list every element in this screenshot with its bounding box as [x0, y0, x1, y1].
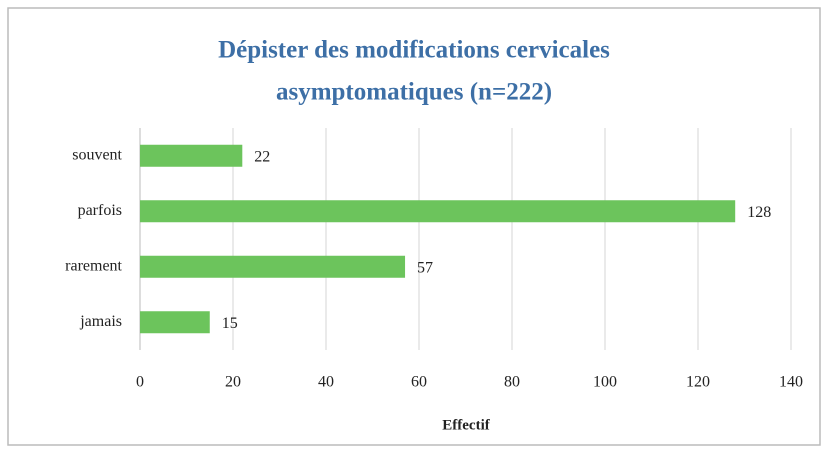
- data-label: 15: [222, 315, 238, 332]
- x-tick-label: 40: [318, 374, 334, 391]
- data-label: 22: [254, 148, 270, 165]
- y-tick-label: souvent: [72, 146, 122, 163]
- x-tick-label: 80: [504, 374, 520, 391]
- bar: [140, 311, 210, 334]
- x-tick-label: 140: [779, 374, 803, 391]
- chart-frame: [7, 7, 821, 446]
- data-label: 128: [747, 204, 771, 221]
- x-tick-label: 120: [686, 374, 710, 391]
- x-tick-label: 100: [593, 374, 617, 391]
- y-tick-label: jamais: [79, 313, 122, 330]
- y-tick-label: parfois: [78, 202, 122, 219]
- chart-title: Dépister des modifications cervicales: [218, 37, 610, 64]
- x-tick-label: 20: [225, 374, 241, 391]
- bar: [140, 200, 736, 223]
- x-tick-label: 60: [411, 374, 427, 391]
- x-tick-label: 0: [136, 374, 144, 391]
- x-axis-label: Effectif: [442, 417, 490, 433]
- bar: [140, 255, 406, 278]
- data-label: 57: [417, 259, 433, 276]
- bar: [140, 144, 243, 167]
- y-tick-label: rarement: [65, 257, 122, 274]
- chart-title: asymptomatiques (n=222): [276, 79, 552, 106]
